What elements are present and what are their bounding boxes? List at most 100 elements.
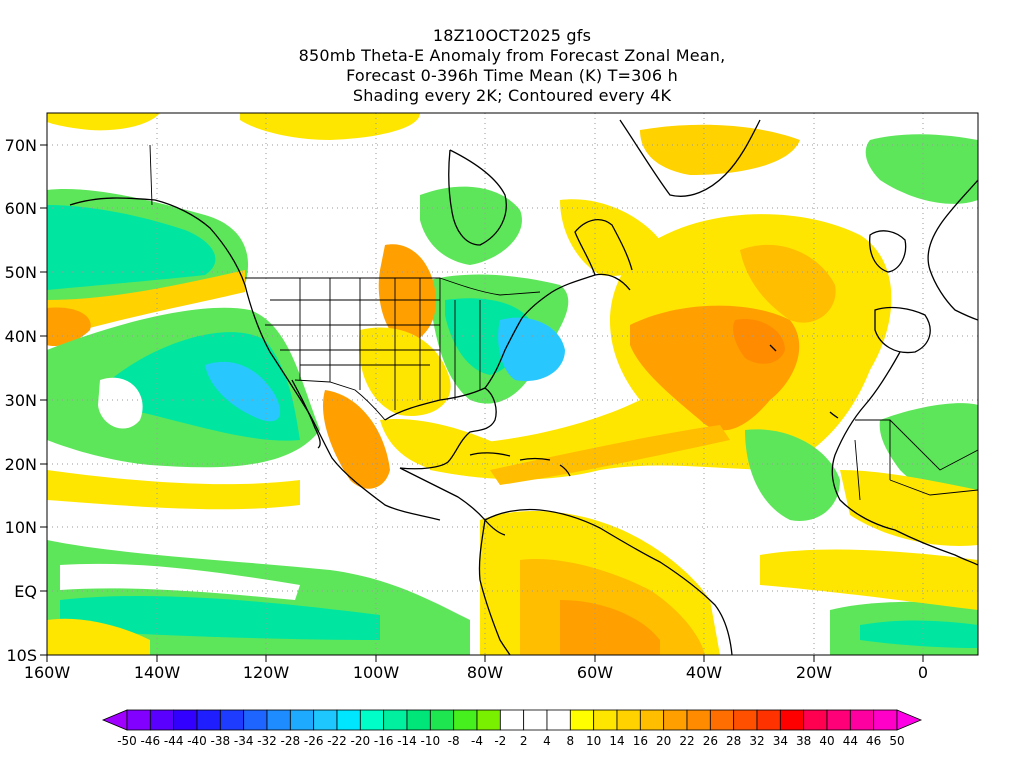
coast-africa-west [831, 351, 978, 566]
colorbar-label: 38 [796, 734, 811, 748]
field-south-atlantic-teal [860, 620, 978, 648]
colorbar-cell [546, 709, 571, 731]
colorbar-cell [453, 709, 478, 731]
lon-tick-labels: 160W 140W 120W 100W 80W 60W 40W 20W 0 [24, 663, 928, 682]
coast-iberia [874, 306, 931, 354]
colorbar-cell [243, 709, 268, 731]
colorbar-cell [639, 709, 665, 731]
colorbar-cell [756, 709, 781, 731]
colorbar-cell [219, 709, 245, 731]
lat-tick-label: 10S [6, 646, 37, 665]
title-line-1: 18Z10OCT2025 gfs [432, 26, 592, 45]
coast-europe [927, 179, 978, 321]
colorbar-cell [336, 709, 361, 731]
title-line-4: Shading every 2K; Contoured every 4K [352, 86, 672, 105]
colorbar-label: 8 [567, 734, 575, 748]
border-us-mexico [294, 379, 386, 421]
field-east-atlantic-green [745, 429, 840, 521]
colorbar-cell [826, 709, 851, 731]
border-africa [854, 419, 978, 501]
colorbar-label: -34 [234, 734, 254, 748]
field-canada-arctic-yellow [240, 113, 420, 140]
lat-tick-label: EQ [14, 582, 37, 601]
colorbar-label: -28 [281, 734, 301, 748]
field-greenland-orange [640, 124, 800, 175]
colorbar-label: -10 [421, 734, 441, 748]
colorbar-label: 16 [633, 734, 648, 748]
title-line-2: 850mb Theta-E Anomaly from Forecast Zona… [298, 46, 726, 65]
colorbar-label: -40 [187, 734, 207, 748]
field-canada-green [420, 186, 522, 265]
colorbar-cell [663, 709, 688, 731]
colorbar-label: -32 [257, 734, 277, 748]
colorbar-cell [593, 709, 618, 731]
coast-british-isles [869, 230, 907, 273]
colorbar-cell [616, 709, 641, 731]
field-ne-pacific-cyan [205, 361, 281, 422]
colorbar-cell [289, 709, 315, 731]
field-africa-yellow [840, 470, 978, 546]
field-tropical-pacific-yellow [47, 470, 300, 510]
colorbar-label: -22 [327, 734, 347, 748]
colorbar-label: 28 [726, 734, 741, 748]
lon-tick-label: 0 [918, 663, 928, 682]
coast-baja [291, 379, 321, 449]
shaded-field [47, 113, 978, 655]
colorbar-cell [406, 709, 431, 731]
colorbar-label: 20 [656, 734, 671, 748]
colorbar-cell [779, 709, 805, 731]
colorbar-cell [709, 709, 735, 731]
colorbar-label: -4 [471, 734, 483, 748]
field-west-africa-yellow [760, 549, 978, 610]
lon-tick-label: 40W [686, 663, 722, 682]
colorbar-cell [266, 709, 291, 731]
colorbar-label: 14 [609, 734, 624, 748]
lon-tick-label: 140W [134, 663, 181, 682]
colorbar-cell [686, 709, 711, 731]
lon-tick-label: 20W [796, 663, 832, 682]
field-labrador-yellow [560, 199, 660, 276]
lat-tick-label: 70N [5, 136, 37, 155]
field-north-atlantic-green [865, 134, 978, 204]
colorbar-label: -46 [141, 734, 161, 748]
field-pacific-orange-band [47, 270, 245, 340]
coast-north-america-west [69, 197, 441, 521]
colorbar-label: 34 [773, 734, 788, 748]
field-us-atlantic-cyan [498, 317, 565, 382]
field-south-pacific-yellow [47, 618, 150, 655]
field-north-africa-green [879, 403, 978, 506]
colorbar-cell [523, 709, 548, 731]
field-mexico-orange [322, 390, 390, 489]
field-equatorial-pacific-white [60, 563, 300, 600]
colorbar-max-arrow [896, 709, 923, 731]
colorbar-cell [849, 709, 875, 731]
field-great-plains-orange [378, 244, 436, 345]
colorbar-label: -26 [304, 734, 324, 748]
map-title: 18Z10OCT2025 gfs 850mb Theta-E Anomaly f… [0, 26, 1024, 106]
title-line-3: Forecast 0-396h Time Mean (K) T=306 h [346, 66, 678, 85]
colorbar-label: -38 [211, 734, 231, 748]
lon-tick-label: 160W [24, 663, 71, 682]
lat-tick-label: 50N [5, 263, 37, 282]
colorbar-cell [499, 709, 525, 731]
lat-tick-label: 40N [5, 327, 37, 346]
colorbar-label: 46 [866, 734, 881, 748]
border-states-grid [265, 278, 481, 410]
colorbar-label: -16 [374, 734, 394, 748]
colorbar-cell [803, 709, 828, 731]
field-atlantic-orange-band-sw [490, 425, 730, 485]
lon-tick-label: 100W [353, 663, 400, 682]
colorbar-cell [126, 709, 151, 731]
colorbar-label: 50 [889, 734, 904, 748]
field-atlantic-orange-plume-north [740, 244, 836, 323]
colorbar: -50 -46 -44 -40 -38 -34 -32 -28 -26 -22 -20 -16 -14-… [101, 709, 923, 748]
colorbar-label: 22 [679, 734, 694, 748]
coast-south-america-north [484, 508, 733, 655]
coast-south-america-west [478, 519, 511, 655]
coast-canada-east [574, 219, 633, 276]
lon-tick-label: 80W [467, 663, 503, 682]
lon-tick-label: 60W [577, 663, 613, 682]
field-arctic-yellow [47, 113, 160, 131]
colorbar-cell [733, 709, 758, 731]
